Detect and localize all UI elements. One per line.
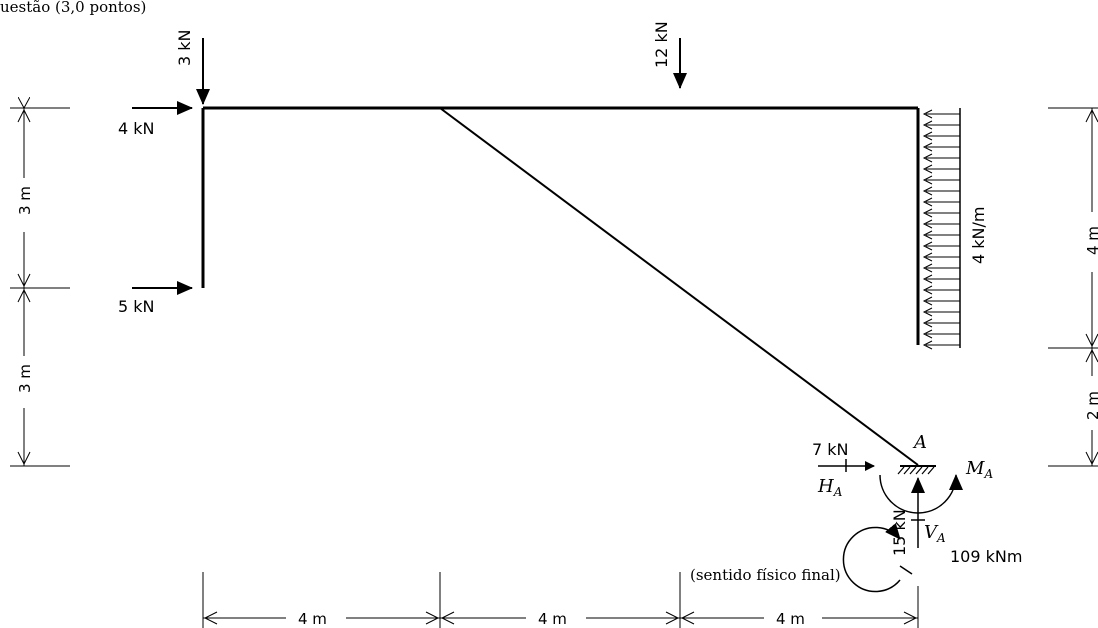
distributed-load-arrowhead (922, 131, 933, 141)
distributed-load-arrowhead (922, 186, 933, 196)
distributed-load-arrowhead (922, 274, 933, 284)
load-4kn-label: 4 kN (118, 119, 155, 138)
right-dimensions (1048, 107, 1098, 467)
distributed-load-arrowhead (922, 296, 933, 306)
frame-members (201, 106, 920, 345)
distributed-load-arrowhead (922, 109, 933, 119)
final-sense-note: (sentido físico final) (690, 566, 841, 584)
bottom-dimensions (202, 572, 919, 628)
load-4kn-horizontal: 4 kN (118, 101, 193, 138)
moment-value: 109 kNm (950, 547, 1022, 566)
reaction-va: 15 kN VA (890, 477, 946, 556)
distributed-load-arrowhead (922, 329, 933, 339)
distributed-load-arrowhead (922, 230, 933, 240)
load-3kn: 3 kN (175, 30, 210, 105)
ha-value: 7 kN (812, 440, 849, 459)
distributed-load-arrowhead (922, 241, 933, 251)
distributed-load (922, 108, 961, 350)
distributed-load-arrowhead (922, 175, 933, 185)
distributed-load-arrowhead (922, 252, 933, 262)
load-5kn-horizontal: 5 kN (118, 281, 193, 316)
distributed-load-arrowhead (922, 263, 933, 273)
moment-final-arc: 109 kNm (842, 523, 1022, 593)
dim-right-lower: 2 m (1084, 391, 1098, 420)
distributed-load-arrowhead (922, 153, 933, 163)
support-a: A (897, 432, 936, 475)
dim-bottom-3: 4 m (776, 610, 805, 628)
distributed-load-arrowhead (922, 219, 933, 229)
ha-symbol: HA (817, 476, 843, 499)
load-12kn: 12 kN (652, 21, 687, 89)
distributed-load-arrowhead (922, 142, 933, 152)
reaction-ma-arc: MA (879, 458, 993, 514)
support-a-label: A (912, 432, 927, 453)
distributed-load-arrowhead (922, 120, 933, 130)
distributed-load-arrowhead (922, 197, 933, 207)
header-text: uestão (3,0 pontos) (0, 0, 146, 16)
distributed-load-arrowhead (922, 164, 933, 174)
dim-left-lower: 3 m (16, 364, 34, 393)
diagonal-member (439, 107, 919, 466)
distributed-load-arrowhead (922, 318, 933, 328)
ma-symbol: MA (965, 458, 993, 481)
reaction-ha: 7 kN HA (812, 440, 875, 499)
load-3kn-label: 3 kN (175, 30, 194, 67)
load-5kn-label: 5 kN (118, 297, 155, 316)
distributed-load-arrowhead (922, 340, 933, 350)
dim-bottom-1: 4 m (298, 610, 327, 628)
dim-left-upper: 3 m (16, 186, 34, 215)
dim-right-upper: 4 m (1084, 226, 1098, 255)
dim-bottom-2: 4 m (538, 610, 567, 628)
distributed-load-label: 4 kN/m (969, 207, 988, 264)
distributed-load-arrowhead (922, 285, 933, 295)
distributed-load-arrowhead (922, 208, 933, 218)
left-dimensions (10, 108, 70, 467)
va-symbol: VA (924, 522, 946, 545)
distributed-load-arrowhead (922, 307, 933, 317)
load-12kn-label: 12 kN (652, 21, 671, 68)
